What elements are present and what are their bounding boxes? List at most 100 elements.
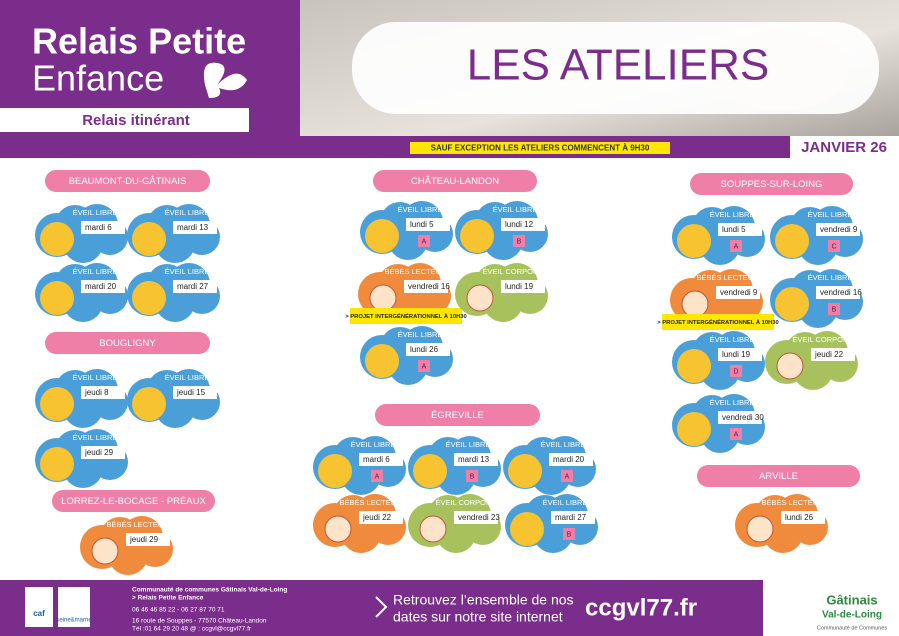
date-box [811, 348, 855, 361]
atelier-date: mardi 20 [553, 455, 585, 464]
atelier-type: ÉVEIL LIBRE [398, 205, 443, 214]
atelier: ÉVEIL LIBRE vendredi 9 C [770, 206, 863, 265]
section-title: SOUPPES-SUR-LOING [721, 179, 823, 190]
atelier-type: ÉVEIL LIBRE [808, 210, 853, 219]
date-box [781, 511, 825, 524]
subtitle: Relais itinérant [82, 112, 190, 129]
atelier-type: BÉBÉS LECTEURS [339, 498, 406, 507]
sun [132, 387, 166, 421]
atelier: ÉVEIL LIBRE lundi 5 A [672, 206, 765, 265]
section-title: CHÂTEAU-LANDON [411, 176, 499, 187]
atelier-note: > PROJET INTERGÉNÉRATIONNEL À 10H30 [345, 312, 466, 320]
heading-box [352, 22, 879, 114]
atelier-type: BÉBÉS LECTEURS [106, 520, 173, 529]
atelier-code: A [422, 363, 427, 370]
atelier: ÉVEIL LIBRE jeudi 8 [35, 369, 128, 428]
atelier-date: vendredi 23 [458, 513, 500, 522]
atelier-date: vendredi 9 [820, 225, 858, 234]
note-box [662, 314, 774, 330]
atelier: ÉVEIL LIBRE lundi 26 A [360, 326, 453, 385]
atelier-type: BÉBÉS LECTEURS [384, 267, 451, 276]
section-pill [45, 170, 210, 192]
sun [677, 349, 711, 383]
atelier: ÉVEIL LIBRE mardi 6 [35, 204, 128, 263]
atelier-type: ÉVEIL LIBRE [710, 210, 755, 219]
atelier-code: B [567, 531, 572, 538]
atelier-date: jeudi 22 [362, 513, 392, 522]
date-box [81, 221, 125, 234]
section-pill [375, 404, 540, 426]
sun [775, 287, 809, 321]
section-title: BOUGLIGNY [99, 338, 156, 349]
sun [365, 219, 399, 253]
date-box [718, 411, 762, 424]
atelier: ÉVEIL LIBRE mardi 13 B [408, 436, 501, 495]
code-box [561, 470, 573, 482]
code-box [513, 235, 525, 247]
atelier-type: ÉVEIL LIBRE [710, 335, 755, 344]
atelier: ÉVEIL LIBRE mardi 13 [127, 204, 220, 263]
butterfly [203, 62, 247, 98]
code-box [730, 240, 742, 252]
atelier-type: ÉVEIL LIBRE [446, 440, 491, 449]
atelier-type: BÉBÉS LECTEURS [696, 273, 763, 282]
subtitle-box [0, 108, 249, 132]
atelier-date: mardi 6 [363, 455, 390, 464]
sun [677, 412, 711, 446]
logo: Communauté de Communes [817, 625, 888, 631]
atelier-type: ÉVEIL LIBRE [710, 398, 755, 407]
date-box [501, 280, 545, 293]
section-pill [697, 465, 860, 487]
date-box [359, 453, 403, 466]
atelier: ÉVEIL CORPOREL vendredi 23 [408, 494, 501, 553]
sun [40, 387, 74, 421]
illustration [91, 537, 119, 565]
section-pill [690, 173, 853, 195]
code-box [828, 240, 840, 252]
sun [318, 454, 352, 488]
atelier-date: lundi 5 [410, 220, 434, 229]
date-box [501, 218, 545, 231]
date-box [454, 511, 498, 524]
atelier: ÉVEIL LIBRE mardi 27 [127, 263, 220, 322]
illustration [746, 515, 774, 543]
atelier: BÉBÉS LECTEURS vendredi 16 > PROJET INTERG… [345, 263, 467, 324]
atelier: ÉVEIL LIBRE mardi 27 B [505, 494, 598, 553]
date-box [816, 286, 860, 299]
atelier: ÉVEIL LIBRE mardi 20 [35, 263, 128, 322]
date-box [718, 348, 762, 361]
logo: Gâtinais [826, 592, 877, 607]
atelier-date: vendredi 16 [408, 282, 450, 291]
website[interactable]: ccgvl77.fr [585, 594, 697, 621]
atelier-code: A [422, 238, 427, 245]
date-box [173, 280, 217, 293]
section-pill [373, 170, 537, 192]
illustration [776, 352, 804, 380]
atelier-date: mardi 27 [555, 513, 587, 522]
sun [460, 219, 494, 253]
atelier-date: lundi 19 [722, 350, 751, 359]
atelier-type: ÉVEIL LIBRE [808, 273, 853, 282]
atelier-type: BÉBÉS LECTEURS [761, 498, 828, 507]
date-box [126, 533, 170, 546]
atelier-date: lundi 5 [722, 225, 746, 234]
code-box [466, 470, 478, 482]
date-box [716, 286, 760, 299]
atelier-type: ÉVEIL LIBRE [165, 267, 210, 276]
section-pill [52, 490, 215, 512]
atelier-type: ÉVEIL CORPOREL [435, 498, 500, 507]
date-box [173, 386, 217, 399]
atelier-code: B [832, 306, 837, 313]
atelier: ÉVEIL LIBRE lundi 19 D [672, 331, 765, 390]
date-box [406, 218, 450, 231]
title: Relais Petite [32, 21, 246, 62]
date-box [359, 511, 403, 524]
atelier: BÉBÉS LECTEURS jeudi 22 [313, 494, 407, 553]
date-box [454, 453, 498, 466]
promo: Retrouvez l’ensemble de nos [393, 592, 574, 608]
code-box [730, 428, 742, 440]
atelier-date: mardi 13 [458, 455, 490, 464]
date-box [81, 446, 125, 459]
sun [365, 344, 399, 378]
